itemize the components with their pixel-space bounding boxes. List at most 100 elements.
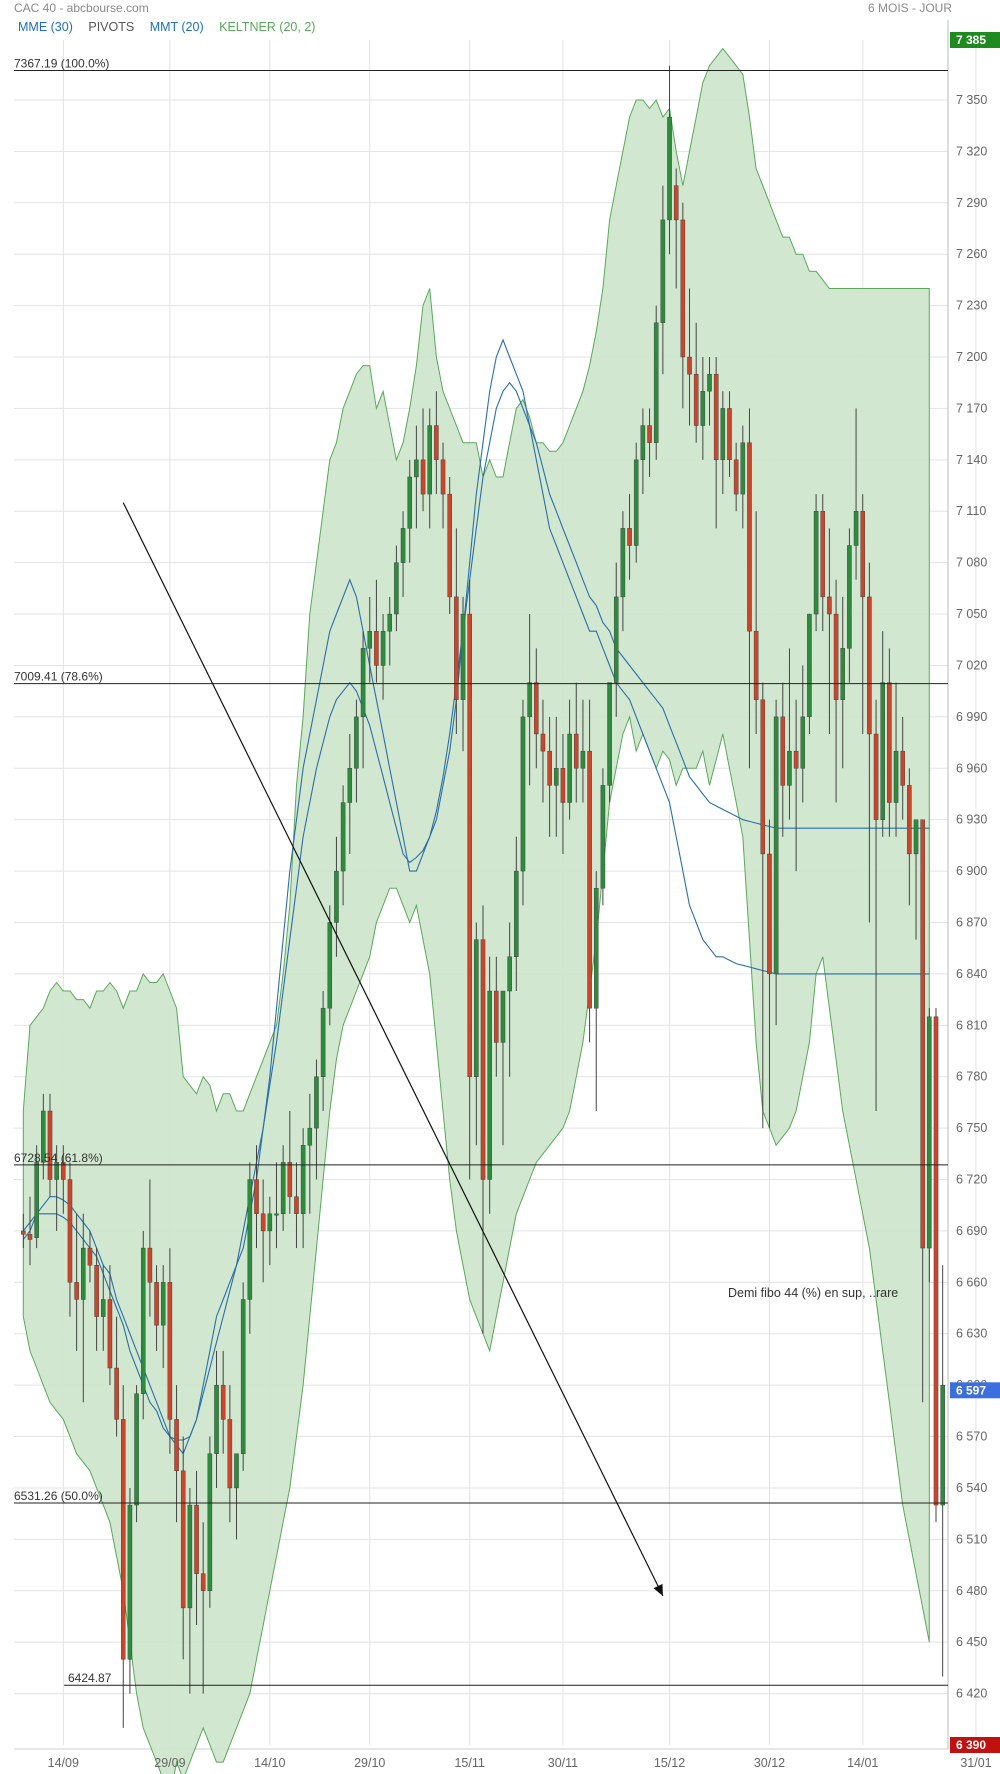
candle-body — [560, 768, 566, 803]
candle-body — [727, 408, 732, 461]
candle — [534, 648, 539, 769]
candle — [567, 699, 572, 820]
trend-arrow[interactable] — [122, 502, 664, 1597]
candle — [753, 511, 759, 734]
candle — [574, 682, 579, 803]
price-tick-label: 6 630 — [956, 1327, 987, 1341]
candle — [47, 1093, 53, 1197]
candle — [733, 442, 739, 512]
candle-body — [394, 562, 399, 615]
candle-body — [234, 1453, 239, 1489]
candle — [434, 391, 439, 495]
candle — [560, 733, 566, 854]
candle — [394, 545, 399, 632]
price-tick-label: 6 450 — [956, 1635, 987, 1649]
candle — [673, 168, 679, 289]
candle — [274, 1162, 279, 1249]
candle — [87, 1230, 93, 1283]
candle-body — [893, 750, 899, 803]
fibo-level-label: 7009.41 (78.6%) — [14, 670, 103, 684]
candle-body — [94, 1265, 99, 1317]
candle-body — [167, 1282, 173, 1420]
candle — [260, 1179, 266, 1283]
candle — [54, 1145, 59, 1231]
candle-body — [314, 1076, 319, 1129]
candle — [933, 1008, 939, 1523]
price-tick-label: 6 960 — [956, 761, 987, 775]
candle-body — [147, 1247, 153, 1283]
candle-body — [580, 750, 586, 769]
candle-body — [740, 442, 746, 495]
candle — [101, 1265, 106, 1351]
candle — [813, 494, 819, 632]
candle — [587, 699, 592, 1043]
candle-body — [107, 1299, 113, 1369]
candle-body — [307, 1127, 313, 1146]
price-badge-label: 6 390 — [956, 1738, 986, 1752]
keltner-area — [22, 47, 930, 1774]
candle-body — [480, 939, 486, 1180]
candle — [760, 682, 766, 1129]
candle — [354, 699, 359, 803]
candle — [227, 1385, 233, 1523]
candle — [27, 1196, 33, 1266]
candle-body — [61, 1162, 66, 1180]
candle — [607, 682, 612, 803]
price-tick-label: 7 200 — [956, 350, 987, 364]
candle — [800, 665, 806, 803]
candle-body — [360, 648, 366, 718]
price-axis: 7 350 7 320 7 290 7 260 7 230 7 200 7 170 7 140… — [950, 32, 1000, 1753]
candle — [554, 716, 559, 837]
candle-body — [127, 1504, 133, 1660]
candle — [94, 1248, 99, 1351]
candle-body — [860, 511, 865, 598]
indicator-keltner[interactable]: KELTNER (20, 2) — [219, 20, 316, 34]
candle-body — [673, 185, 679, 221]
candle-body — [633, 459, 639, 546]
candle — [720, 391, 726, 495]
fibo-level-label: 6424.87 — [68, 1671, 112, 1685]
candle-body — [713, 373, 719, 461]
candle — [240, 1282, 246, 1471]
candle-body — [567, 733, 572, 803]
candle — [920, 819, 925, 1403]
candle-body — [540, 733, 546, 752]
candle — [194, 1470, 199, 1626]
candle-body — [720, 408, 726, 461]
price-tick-label: 7 260 — [956, 247, 987, 261]
indicator-mmt[interactable]: MMT (20) — [149, 20, 204, 34]
candle-body — [920, 819, 925, 1249]
candle-body — [140, 1247, 146, 1394]
candle-body — [534, 682, 539, 735]
candle-body — [194, 1504, 199, 1574]
candle-body — [74, 1282, 79, 1300]
candle-body — [500, 990, 506, 1043]
price-tick-label: 6 660 — [956, 1275, 987, 1289]
candle — [833, 579, 839, 803]
indicator-pivots[interactable]: PIVOTS — [88, 20, 135, 34]
annotation-text[interactable]: Demi fibo 44 (%) en sup, ..rare — [728, 1286, 898, 1300]
candle-body — [54, 1162, 59, 1180]
candle-body — [187, 1504, 193, 1609]
candle-body — [354, 716, 359, 769]
candle-body — [887, 682, 892, 803]
candle — [700, 357, 706, 460]
price-badge-label: 7 385 — [956, 33, 986, 47]
candle — [387, 596, 392, 666]
candle — [220, 1350, 226, 1454]
candle-body — [767, 853, 772, 975]
indicator-mme[interactable]: MME (30) — [18, 20, 73, 34]
price-tick-label: 7 170 — [956, 401, 987, 415]
candle — [300, 1128, 306, 1249]
indicator-legend: MME (30) PIVOTS MMT (20) KELTNER (20, 2) — [18, 20, 327, 34]
candle — [400, 511, 406, 597]
candle-body — [840, 648, 846, 700]
candle-body — [467, 613, 472, 1077]
candle — [314, 1059, 319, 1180]
candle-body — [813, 511, 819, 615]
period-selector[interactable]: 6 MOIS - JOUR — [867, 1, 952, 15]
candle — [900, 716, 905, 820]
price-tick-label: 6 420 — [956, 1687, 987, 1701]
candle-body — [653, 322, 659, 443]
